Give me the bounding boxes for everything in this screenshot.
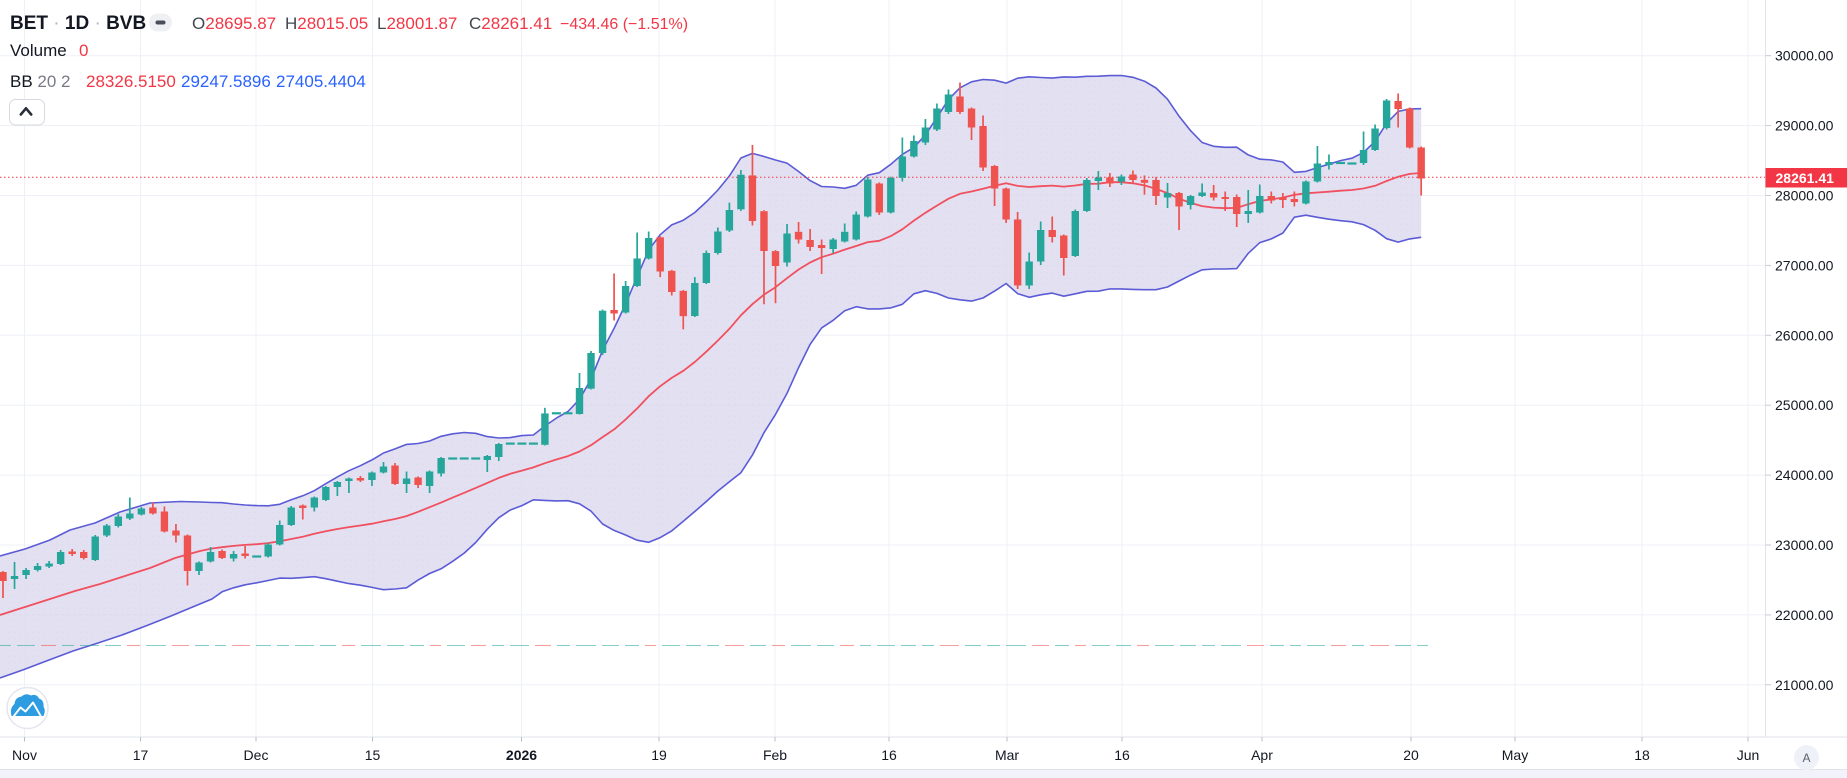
svg-text:30000.00: 30000.00 (1775, 48, 1834, 64)
svg-text:2026: 2026 (506, 747, 537, 763)
svg-text:29000.00: 29000.00 (1775, 118, 1834, 134)
svg-text:−434.46 (−1.51%): −434.46 (−1.51%) (560, 16, 688, 33)
svg-text:BB 20 2: BB 20 2 (10, 72, 71, 91)
svg-text:15: 15 (365, 747, 381, 763)
svg-text:Apr: Apr (1251, 747, 1273, 763)
svg-text:28261.41: 28261.41 (1776, 170, 1835, 186)
svg-text:Dec: Dec (244, 747, 269, 763)
svg-text:27405.4404: 27405.4404 (276, 72, 366, 91)
svg-text:17: 17 (133, 747, 149, 763)
svg-text:22000.00: 22000.00 (1775, 607, 1834, 623)
svg-text:24000.00: 24000.00 (1775, 467, 1834, 483)
svg-text:26000.00: 26000.00 (1775, 327, 1834, 343)
svg-text:May: May (1502, 747, 1528, 763)
svg-text:A: A (1802, 751, 1810, 765)
svg-text:16: 16 (1114, 747, 1130, 763)
svg-text:20: 20 (1403, 747, 1419, 763)
svg-text:0: 0 (79, 41, 88, 60)
svg-text:L28001.87: L28001.87 (377, 14, 457, 33)
svg-text:25000.00: 25000.00 (1775, 397, 1834, 413)
svg-text:27000.00: 27000.00 (1775, 257, 1834, 273)
svg-text:C28261.41: C28261.41 (469, 14, 552, 33)
svg-text:Jun: Jun (1737, 747, 1760, 763)
svg-text:BET · 1D · BVB: BET · 1D · BVB (10, 13, 146, 34)
svg-text:21000.00: 21000.00 (1775, 677, 1834, 693)
svg-text:19: 19 (651, 747, 667, 763)
svg-text:Volume: Volume (10, 41, 67, 60)
svg-text:28326.5150: 28326.5150 (86, 72, 176, 91)
svg-text:28000.00: 28000.00 (1775, 188, 1834, 204)
svg-text:Feb: Feb (763, 747, 787, 763)
svg-text:Mar: Mar (995, 747, 1019, 763)
svg-text:23000.00: 23000.00 (1775, 537, 1834, 553)
svg-text:16: 16 (881, 747, 897, 763)
svg-text:18: 18 (1634, 747, 1650, 763)
svg-text:Nov: Nov (12, 747, 37, 763)
svg-text:29247.5896: 29247.5896 (181, 72, 271, 91)
svg-text:H28015.05: H28015.05 (285, 14, 368, 33)
svg-text:O28695.87: O28695.87 (192, 14, 276, 33)
